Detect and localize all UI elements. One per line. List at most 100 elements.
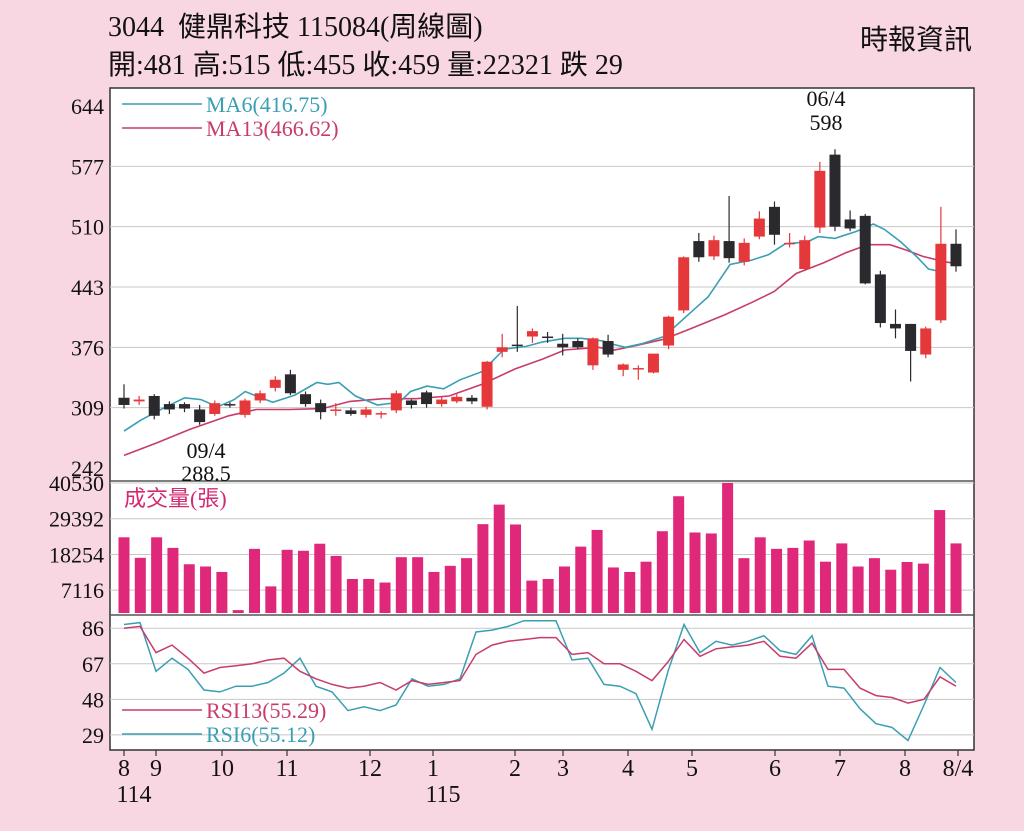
candle-body	[844, 219, 856, 229]
price-stats: 開:481 高:515 低:455 收:459 量:22321 跌 29	[108, 50, 623, 81]
volume-bar	[575, 546, 587, 613]
annotation-low-date: 09/4	[186, 438, 225, 463]
volume-bar	[852, 566, 864, 613]
volume-bar	[771, 548, 783, 613]
volume-tick-label: 40530	[49, 471, 104, 496]
candle-body	[315, 403, 327, 413]
volume-bar	[444, 565, 456, 613]
legend-label: RSI6(55.12)	[206, 722, 315, 747]
volume-bar	[151, 537, 163, 613]
candle-body	[542, 336, 554, 339]
candle-body	[269, 379, 281, 388]
annotation-high-value: 598	[810, 110, 843, 135]
volume-bar	[591, 529, 603, 613]
volume-bar	[624, 571, 636, 613]
candle-body	[859, 215, 871, 284]
candle-body	[254, 393, 266, 401]
candle-body	[738, 242, 750, 262]
chart-title: 3044 健鼎科技 115084(周線圖)	[108, 12, 483, 43]
candle-body	[950, 243, 962, 267]
candle-body	[421, 392, 433, 405]
x-tick-label: 8/4	[943, 756, 974, 782]
volume-bar	[542, 579, 554, 613]
volume-tick-label: 18254	[49, 542, 104, 567]
annotation-high-date: 06/4	[806, 86, 845, 111]
candle-body	[557, 343, 569, 348]
volume-bar	[510, 524, 522, 613]
rsi-lines	[123, 619, 957, 742]
candle-body	[663, 316, 675, 346]
volume-bar	[265, 586, 277, 613]
volume-tick-label: 29392	[49, 507, 104, 532]
price-tick-label: 577	[71, 154, 104, 179]
volume-bar	[330, 555, 342, 613]
candle-body	[905, 323, 917, 351]
x-tick-year-label: 114	[116, 782, 151, 808]
x-tick-year-label: 115	[425, 782, 460, 808]
volume-bar	[803, 540, 815, 613]
candle-body	[390, 393, 402, 411]
volume-bar	[412, 557, 424, 613]
x-tick-label: 3	[557, 756, 569, 782]
legend-label: RSI13(55.29)	[206, 698, 326, 723]
price-tick-label: 443	[71, 275, 104, 300]
volume-bar	[754, 537, 766, 613]
volume-bar	[868, 558, 880, 613]
data-source-label: 時報資訊	[859, 25, 972, 56]
candle-body	[632, 368, 644, 370]
volume-bar	[183, 564, 195, 613]
volume-bar	[607, 567, 619, 613]
rsi-tick-label: 67	[82, 652, 104, 677]
volume-bar	[787, 547, 799, 613]
x-tick-label: 8	[899, 756, 911, 782]
volume-bar	[200, 566, 212, 613]
volume-bar	[346, 579, 358, 613]
candle-body	[784, 242, 796, 245]
volume-bar	[395, 557, 407, 613]
rsi-tick-label: 29	[82, 723, 104, 748]
volume-bar	[363, 579, 375, 613]
volume-bar	[379, 582, 391, 613]
volume-bar	[428, 571, 440, 613]
candle-body	[451, 396, 463, 402]
volume-tick-label: 7116	[61, 578, 104, 603]
candle-body	[133, 399, 145, 402]
candle-body	[920, 328, 932, 355]
x-tick-label: 5	[686, 756, 698, 782]
candle-body	[874, 274, 886, 324]
candle-body	[647, 353, 659, 373]
volume-title: 成交量(張)	[124, 486, 227, 511]
x-tick-label: 2	[509, 756, 521, 782]
x-tick-label: 12	[358, 756, 382, 782]
x-tick-label: 1	[427, 756, 439, 782]
candle-body	[602, 341, 614, 355]
candle-body	[118, 397, 130, 405]
candle-body	[481, 361, 493, 407]
candle-body	[300, 394, 312, 405]
candle-body	[284, 374, 296, 394]
x-tick-label: 4	[622, 756, 634, 782]
x-tick-label: 10	[210, 756, 234, 782]
volume-bar	[477, 524, 489, 613]
volume-bar	[689, 532, 701, 613]
volume-bar	[216, 571, 228, 613]
volume-bar	[640, 561, 652, 613]
candle-body	[708, 240, 720, 257]
rsi-tick-label: 86	[82, 616, 104, 641]
candlesticks	[118, 149, 962, 425]
candle-body	[209, 403, 221, 414]
price-tick-label: 309	[71, 396, 104, 421]
candle-body	[330, 409, 342, 411]
candle-body	[768, 206, 780, 235]
candle-body	[224, 404, 236, 406]
volume-bar	[118, 537, 130, 613]
volume-bar	[738, 558, 750, 613]
candle-body	[496, 347, 508, 352]
volume-bar	[722, 483, 734, 613]
price-tick-label: 376	[71, 335, 104, 360]
candle-body	[889, 323, 901, 329]
volume-bar	[934, 510, 946, 613]
price-tick-label: 242	[71, 456, 104, 481]
candle-body	[572, 341, 584, 348]
